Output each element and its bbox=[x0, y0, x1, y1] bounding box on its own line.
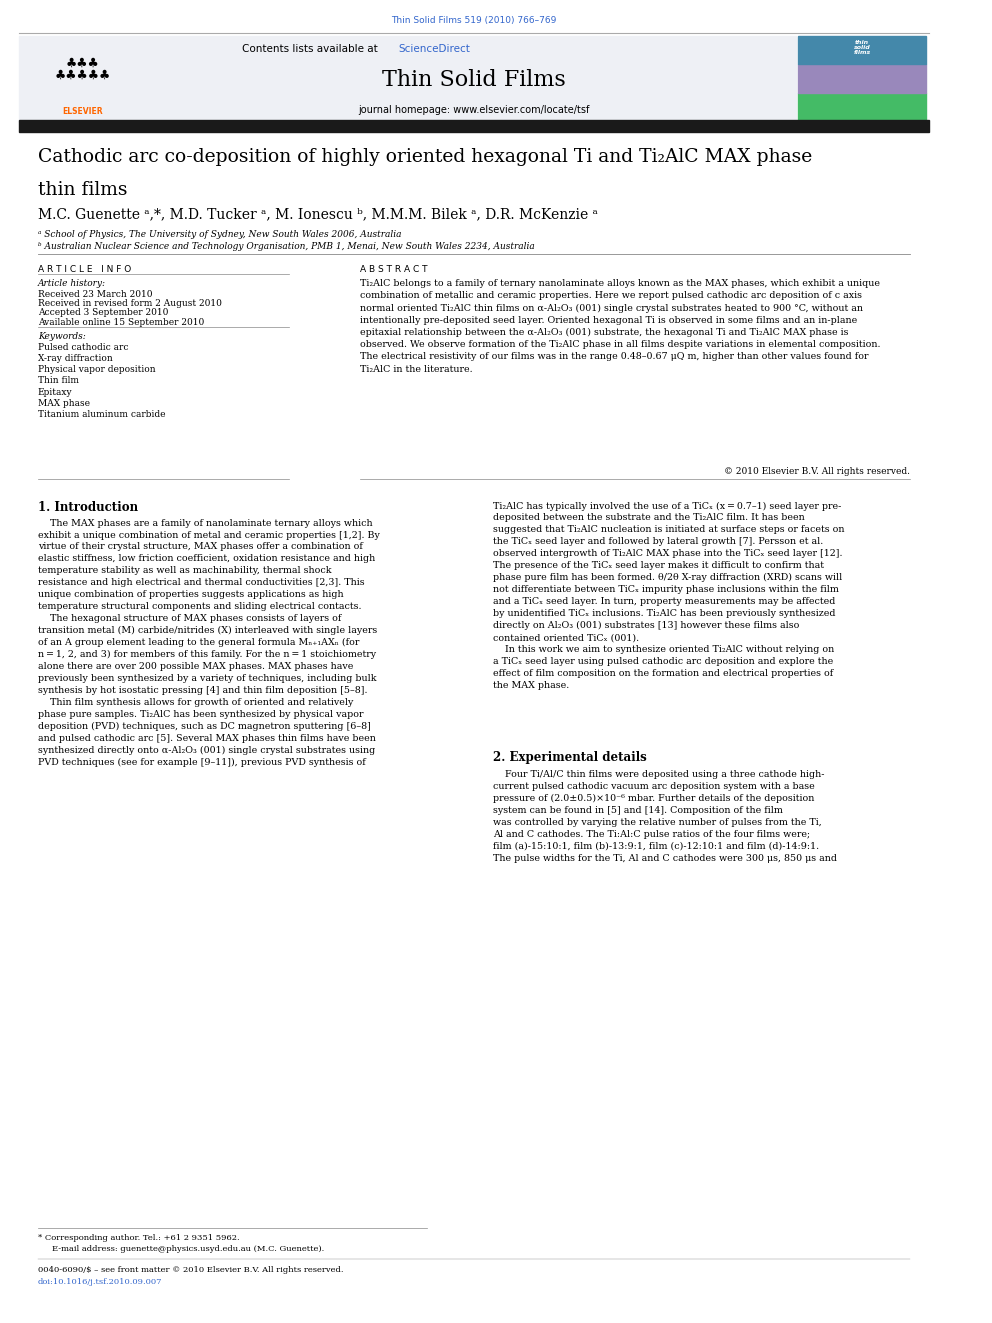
Text: The MAX phases are a family of nanolaminate ternary alloys which
exhibit a uniqu: The MAX phases are a family of nanolamin… bbox=[38, 519, 380, 767]
Text: Article history:: Article history: bbox=[38, 279, 106, 288]
Text: thin films: thin films bbox=[38, 181, 127, 200]
Text: 1. Introduction: 1. Introduction bbox=[38, 501, 138, 515]
Text: Thin Solid Films: Thin Solid Films bbox=[382, 69, 566, 91]
Text: Cathodic arc co-deposition of highly oriented hexagonal Ti and Ti₂AlC MAX phase: Cathodic arc co-deposition of highly ori… bbox=[38, 148, 812, 167]
Text: MAX phase: MAX phase bbox=[38, 398, 90, 407]
Bar bbox=[24, 40, 142, 119]
Text: Contents lists available at: Contents lists available at bbox=[242, 44, 381, 54]
Bar bbox=[19, 36, 797, 122]
Text: Titanium aluminum carbide: Titanium aluminum carbide bbox=[38, 410, 166, 419]
Text: Received in revised form 2 August 2010: Received in revised form 2 August 2010 bbox=[38, 299, 222, 308]
Text: M.C. Guenette ᵃ,*, M.D. Tucker ᵃ, M. Ionescu ᵇ, M.M.M. Bilek ᵃ, D.R. McKenzie ᵃ: M.C. Guenette ᵃ,*, M.D. Tucker ᵃ, M. Ion… bbox=[38, 208, 598, 222]
Bar bbox=[19, 120, 930, 132]
Text: ScienceDirect: ScienceDirect bbox=[398, 44, 470, 54]
Text: Thin Solid Films 519 (2010) 766–769: Thin Solid Films 519 (2010) 766–769 bbox=[392, 16, 557, 25]
Text: Available online 15 September 2010: Available online 15 September 2010 bbox=[38, 318, 204, 327]
Text: * Corresponding author. Tel.: +61 2 9351 5962.: * Corresponding author. Tel.: +61 2 9351… bbox=[38, 1234, 239, 1242]
Text: doi:10.1016/j.tsf.2010.09.007: doi:10.1016/j.tsf.2010.09.007 bbox=[38, 1278, 163, 1286]
Text: A B S T R A C T: A B S T R A C T bbox=[360, 265, 428, 274]
Text: Ti₂AlC has typically involved the use of a TiCₓ (x = 0.7–1) seed layer pre-
depo: Ti₂AlC has typically involved the use of… bbox=[493, 501, 844, 691]
Text: Four Ti/Al/C thin films were deposited using a three cathode high-
current pulse: Four Ti/Al/C thin films were deposited u… bbox=[493, 770, 837, 863]
Text: E-mail address: guenette@physics.usyd.edu.au (M.C. Guenette).: E-mail address: guenette@physics.usyd.ed… bbox=[53, 1245, 324, 1253]
Text: Received 23 March 2010: Received 23 March 2010 bbox=[38, 290, 153, 299]
Text: © 2010 Elsevier B.V. All rights reserved.: © 2010 Elsevier B.V. All rights reserved… bbox=[724, 467, 911, 476]
Bar bbox=[799, 64, 927, 93]
Text: Epitaxy: Epitaxy bbox=[38, 388, 72, 397]
Text: thin
solid
films: thin solid films bbox=[853, 40, 871, 56]
Text: Ti₂AlC belongs to a family of ternary nanolaminate alloys known as the MAX phase: Ti₂AlC belongs to a family of ternary na… bbox=[360, 279, 881, 373]
Text: X-ray diffraction: X-ray diffraction bbox=[38, 353, 113, 363]
Text: ♣♣♣
♣♣♣♣♣: ♣♣♣ ♣♣♣♣♣ bbox=[55, 57, 111, 82]
Text: Keywords:: Keywords: bbox=[38, 332, 85, 341]
Text: 0040-6090/$ – see front matter © 2010 Elsevier B.V. All rights reserved.: 0040-6090/$ – see front matter © 2010 El… bbox=[38, 1266, 343, 1274]
Text: Accepted 3 September 2010: Accepted 3 September 2010 bbox=[38, 308, 169, 318]
Text: journal homepage: www.elsevier.com/locate/tsf: journal homepage: www.elsevier.com/locat… bbox=[358, 105, 590, 115]
Text: 2. Experimental details: 2. Experimental details bbox=[493, 751, 647, 765]
Text: Physical vapor deposition: Physical vapor deposition bbox=[38, 365, 156, 374]
Bar bbox=[799, 36, 927, 64]
Text: Thin film: Thin film bbox=[38, 376, 79, 385]
Text: ᵇ Australian Nuclear Science and Technology Organisation, PMB 1, Menai, New Sout: ᵇ Australian Nuclear Science and Technol… bbox=[38, 242, 535, 251]
Bar bbox=[799, 93, 927, 122]
Text: A R T I C L E   I N F O: A R T I C L E I N F O bbox=[38, 265, 131, 274]
Text: Pulsed cathodic arc: Pulsed cathodic arc bbox=[38, 343, 128, 352]
Text: ᵃ School of Physics, The University of Sydney, New South Wales 2006, Australia: ᵃ School of Physics, The University of S… bbox=[38, 230, 402, 239]
Text: ELSEVIER: ELSEVIER bbox=[62, 107, 103, 116]
